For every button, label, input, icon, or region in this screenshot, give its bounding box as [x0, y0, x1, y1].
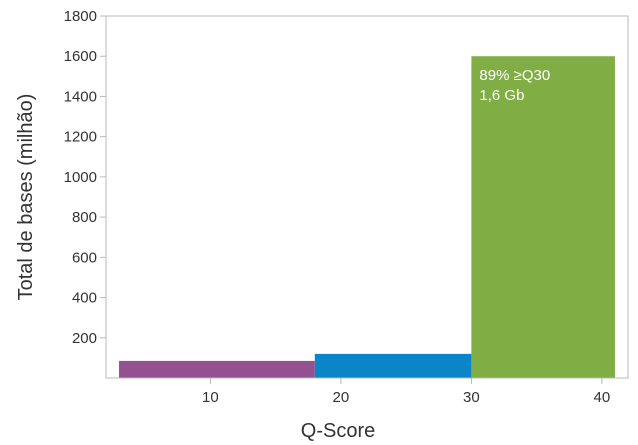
- y-tick-label: 600: [72, 249, 97, 266]
- y-tick-label: 400: [72, 290, 97, 307]
- y-axis-title: Total de bases (milhão): [15, 94, 37, 301]
- bar-2: [471, 56, 615, 378]
- bar-annotation: 89% ≥Q30: [479, 67, 550, 84]
- bar-0: [119, 360, 315, 378]
- y-tick-label: 800: [72, 209, 97, 226]
- x-tick-label: 10: [202, 389, 219, 406]
- y-tick-label: 1600: [64, 48, 97, 65]
- y-tick-label: 1400: [64, 88, 97, 105]
- x-axis-title: Q-Score: [301, 420, 375, 442]
- annotations: 89% ≥Q30 1,6 Gb: [479, 67, 550, 104]
- plot-frame: [105, 15, 629, 379]
- y-tick-label: 1800: [64, 8, 97, 25]
- x-tick-label: 30: [463, 389, 480, 406]
- x-ticks: 10 20 30 40: [202, 378, 610, 406]
- bars-layer: [119, 56, 615, 378]
- x-tick-label: 40: [594, 389, 611, 406]
- x-tick-label: 20: [333, 389, 350, 406]
- y-tick-label: 1000: [64, 169, 97, 186]
- bar-1: [314, 353, 472, 378]
- y-tick-label: 200: [72, 330, 97, 347]
- y-ticks: 200 400 600 800 1000 1200 1400 1600 1800: [64, 8, 106, 347]
- y-tick-label: 1200: [64, 129, 97, 146]
- bar-annotation: 1,6 Gb: [479, 87, 524, 104]
